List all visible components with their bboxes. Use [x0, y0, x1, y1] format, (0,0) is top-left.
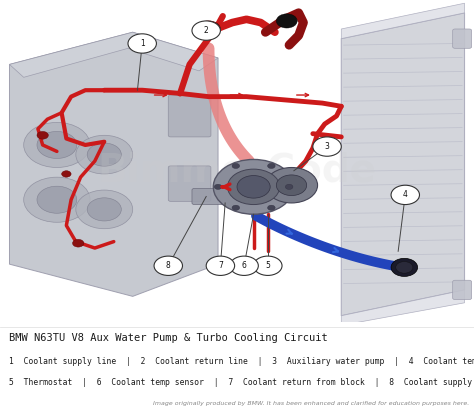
FancyBboxPatch shape — [168, 95, 211, 137]
Circle shape — [232, 163, 240, 169]
Circle shape — [276, 14, 297, 28]
Circle shape — [197, 21, 220, 37]
Circle shape — [276, 175, 307, 195]
Circle shape — [396, 261, 413, 273]
Text: 5: 5 — [265, 261, 270, 270]
FancyBboxPatch shape — [453, 29, 472, 48]
Circle shape — [24, 177, 90, 222]
Polygon shape — [9, 32, 218, 77]
Circle shape — [62, 171, 71, 177]
Circle shape — [154, 256, 182, 275]
Polygon shape — [341, 13, 465, 316]
FancyBboxPatch shape — [192, 188, 225, 204]
Circle shape — [206, 256, 235, 275]
Text: 5  Thermostat  |  6  Coolant temp sensor  |  7  Coolant return from block  |  8 : 5 Thermostat | 6 Coolant temp sensor | 7… — [9, 378, 474, 387]
Circle shape — [265, 168, 318, 203]
Circle shape — [237, 176, 270, 198]
Circle shape — [313, 137, 341, 156]
Circle shape — [37, 186, 77, 213]
Circle shape — [87, 143, 121, 166]
Text: 1: 1 — [140, 39, 145, 48]
Circle shape — [24, 122, 90, 168]
Circle shape — [391, 185, 419, 204]
Polygon shape — [9, 32, 218, 297]
Circle shape — [285, 184, 293, 190]
FancyBboxPatch shape — [453, 280, 472, 299]
FancyBboxPatch shape — [168, 166, 211, 202]
Circle shape — [213, 159, 294, 214]
Text: 4: 4 — [403, 190, 408, 199]
Text: 2: 2 — [204, 26, 209, 35]
Circle shape — [230, 256, 258, 275]
Circle shape — [192, 21, 220, 40]
Text: BMW N63TU V8 Aux Water Pump & Turbo Cooling Circuit: BMW N63TU V8 Aux Water Pump & Turbo Cool… — [9, 333, 328, 343]
Circle shape — [128, 34, 156, 53]
Circle shape — [254, 256, 282, 275]
Circle shape — [391, 259, 418, 276]
Text: Image originally produced by BMW. It has been enhanced and clarified for educati: Image originally produced by BMW. It has… — [153, 401, 469, 406]
Circle shape — [76, 190, 133, 229]
Circle shape — [228, 169, 280, 204]
Polygon shape — [341, 3, 465, 39]
Circle shape — [267, 163, 275, 169]
Text: BimmerCode: BimmerCode — [98, 152, 376, 190]
Text: 1  Coolant supply line  |  2  Coolant return line  |  3  Auxiliary water pump  |: 1 Coolant supply line | 2 Coolant return… — [9, 357, 474, 366]
Circle shape — [267, 205, 275, 210]
Polygon shape — [341, 290, 465, 325]
Text: 7: 7 — [218, 261, 223, 270]
Circle shape — [76, 135, 133, 174]
Text: 6: 6 — [242, 261, 246, 270]
Circle shape — [37, 131, 77, 159]
Text: 3: 3 — [325, 142, 329, 151]
Circle shape — [87, 198, 121, 221]
Circle shape — [232, 205, 239, 210]
Circle shape — [73, 240, 84, 247]
Circle shape — [214, 184, 222, 190]
Text: 8: 8 — [166, 261, 171, 270]
Circle shape — [37, 131, 48, 139]
